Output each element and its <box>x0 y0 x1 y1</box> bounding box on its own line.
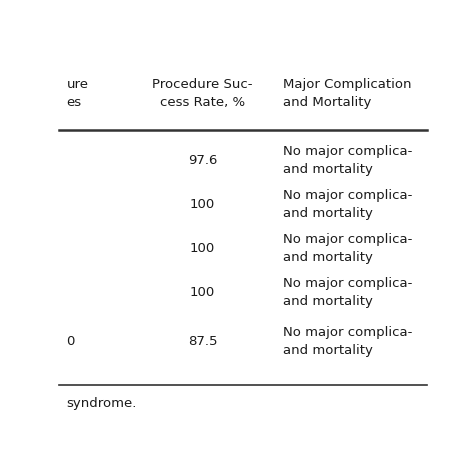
Text: No major complica-
and mortality: No major complica- and mortality <box>283 146 413 176</box>
Text: No major complica-
and mortality: No major complica- and mortality <box>283 277 413 308</box>
Text: No major complica-
and mortality: No major complica- and mortality <box>283 326 413 357</box>
Text: Procedure Suc-
cess Rate, %: Procedure Suc- cess Rate, % <box>152 78 253 109</box>
Text: 87.5: 87.5 <box>188 335 217 348</box>
Text: ure
es: ure es <box>66 78 89 109</box>
Text: 100: 100 <box>190 286 215 299</box>
Text: 97.6: 97.6 <box>188 155 217 167</box>
Text: No major complica-
and mortality: No major complica- and mortality <box>283 233 413 264</box>
Text: 100: 100 <box>190 198 215 211</box>
Text: No major complica-
and mortality: No major complica- and mortality <box>283 189 413 220</box>
Text: 100: 100 <box>190 242 215 255</box>
Text: Major Complication
and Mortality: Major Complication and Mortality <box>283 78 412 109</box>
Text: 0: 0 <box>66 335 75 348</box>
Text: syndrome.: syndrome. <box>66 397 137 410</box>
